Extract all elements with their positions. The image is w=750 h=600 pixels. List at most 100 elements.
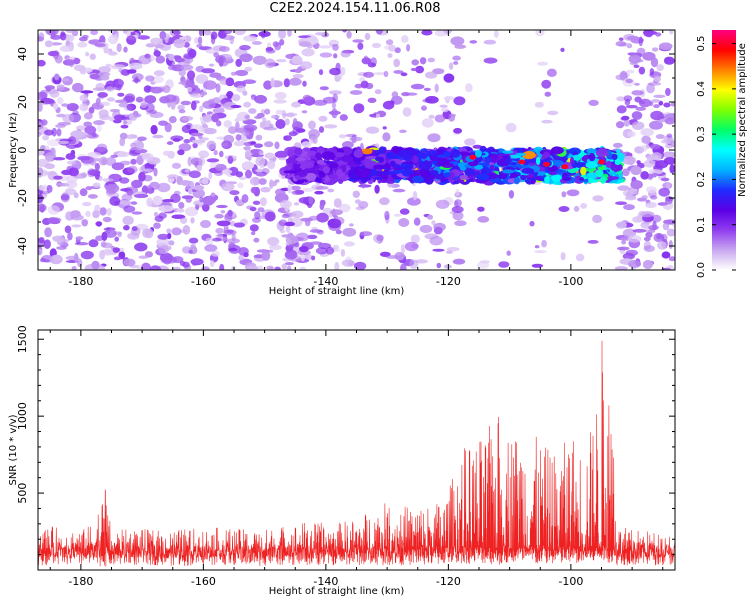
noise-blob (401, 35, 409, 43)
band-blob (354, 161, 363, 165)
noise-blob (616, 96, 626, 102)
noise-blob (425, 71, 438, 79)
noise-blob (171, 227, 182, 236)
noise-blob (281, 263, 287, 270)
band-blob (335, 152, 345, 158)
noise-blob (541, 79, 552, 89)
noise-blob (529, 220, 535, 227)
noise-blob (60, 194, 70, 201)
noise-blob (211, 250, 221, 257)
noise-blob (164, 94, 177, 103)
band-blob (370, 168, 378, 176)
noise-blob (641, 135, 651, 144)
noise-blob (227, 155, 234, 164)
noise-blob (107, 30, 118, 33)
noise-blob (349, 90, 363, 95)
noise-blob (393, 58, 401, 68)
noise-blob (341, 49, 355, 54)
noise-blob (96, 221, 102, 227)
noise-blob (228, 247, 238, 252)
noise-blob (54, 73, 60, 81)
noise-blob (311, 255, 316, 261)
noise-blob (44, 227, 52, 238)
band-blob (595, 148, 609, 158)
noise-blob (621, 168, 630, 177)
noise-blob (228, 126, 237, 134)
band-blob (341, 155, 354, 163)
y-tick-label: -20 (16, 189, 29, 207)
noise-blob (202, 203, 210, 212)
noise-blob (195, 204, 200, 210)
noise-blob (332, 244, 340, 250)
noise-blob (98, 156, 108, 166)
noise-blob (294, 189, 305, 195)
noise-blob (465, 83, 473, 93)
noise-blob (113, 119, 122, 124)
x-tick-label: -100 (558, 275, 583, 288)
noise-blob (196, 44, 203, 48)
noise-blob (274, 179, 280, 183)
noise-blob (650, 110, 664, 121)
noise-blob (558, 206, 570, 212)
noise-blob (247, 265, 259, 270)
noise-blob (427, 133, 441, 143)
noise-blob (46, 184, 53, 193)
noise-blob (180, 100, 191, 106)
noise-blob (421, 118, 434, 128)
noise-blob (168, 240, 175, 246)
noise-blob (453, 127, 463, 134)
noise-blob (166, 228, 172, 234)
noise-blob (454, 199, 462, 207)
noise-blob (651, 214, 662, 223)
noise-blob (122, 120, 128, 125)
noise-blob (627, 52, 637, 56)
noise-blob (655, 32, 662, 37)
noise-blob (71, 224, 82, 228)
noise-blob (150, 124, 158, 135)
noise-blob (618, 37, 624, 41)
noise-blob (358, 201, 369, 209)
noise-blob (327, 188, 335, 193)
noise-blob (286, 265, 292, 270)
noise-blob (339, 203, 351, 213)
noise-blob (238, 176, 247, 180)
noise-blob (38, 102, 43, 112)
noise-blob (253, 237, 260, 243)
noise-blob (666, 228, 675, 237)
noise-blob (226, 238, 240, 244)
noise-blob (342, 141, 354, 149)
noise-blob (63, 59, 75, 66)
band-blob (378, 146, 386, 155)
noise-blob (44, 40, 54, 48)
band-blob (314, 152, 323, 160)
noise-blob (343, 241, 355, 247)
noise-blob (130, 142, 137, 149)
noise-blob (142, 228, 151, 238)
noise-blob (649, 143, 661, 150)
noise-blob (182, 225, 191, 235)
noise-blob (283, 78, 291, 88)
noise-blob (160, 205, 174, 212)
band-blob (572, 154, 581, 161)
noise-blob (102, 178, 114, 182)
band-blob (501, 150, 514, 154)
noise-blob (318, 45, 332, 49)
x-tick-label: -120 (436, 575, 461, 588)
noise-blob (102, 216, 112, 223)
noise-blob (394, 47, 401, 54)
noise-blob (198, 156, 206, 167)
noise-blob (153, 222, 161, 229)
band-blob (456, 179, 465, 183)
noise-blob (70, 210, 81, 218)
noise-blob (150, 37, 164, 45)
noise-blob (658, 187, 670, 197)
noise-blob (373, 72, 386, 76)
noise-blob (255, 134, 263, 141)
noise-blob (592, 214, 603, 224)
noise-blob (443, 73, 455, 83)
noise-blob (314, 190, 324, 195)
noise-blob (587, 240, 599, 244)
band-blob (476, 173, 490, 181)
colorbar-gradient (712, 30, 736, 270)
noise-blob (658, 42, 673, 50)
